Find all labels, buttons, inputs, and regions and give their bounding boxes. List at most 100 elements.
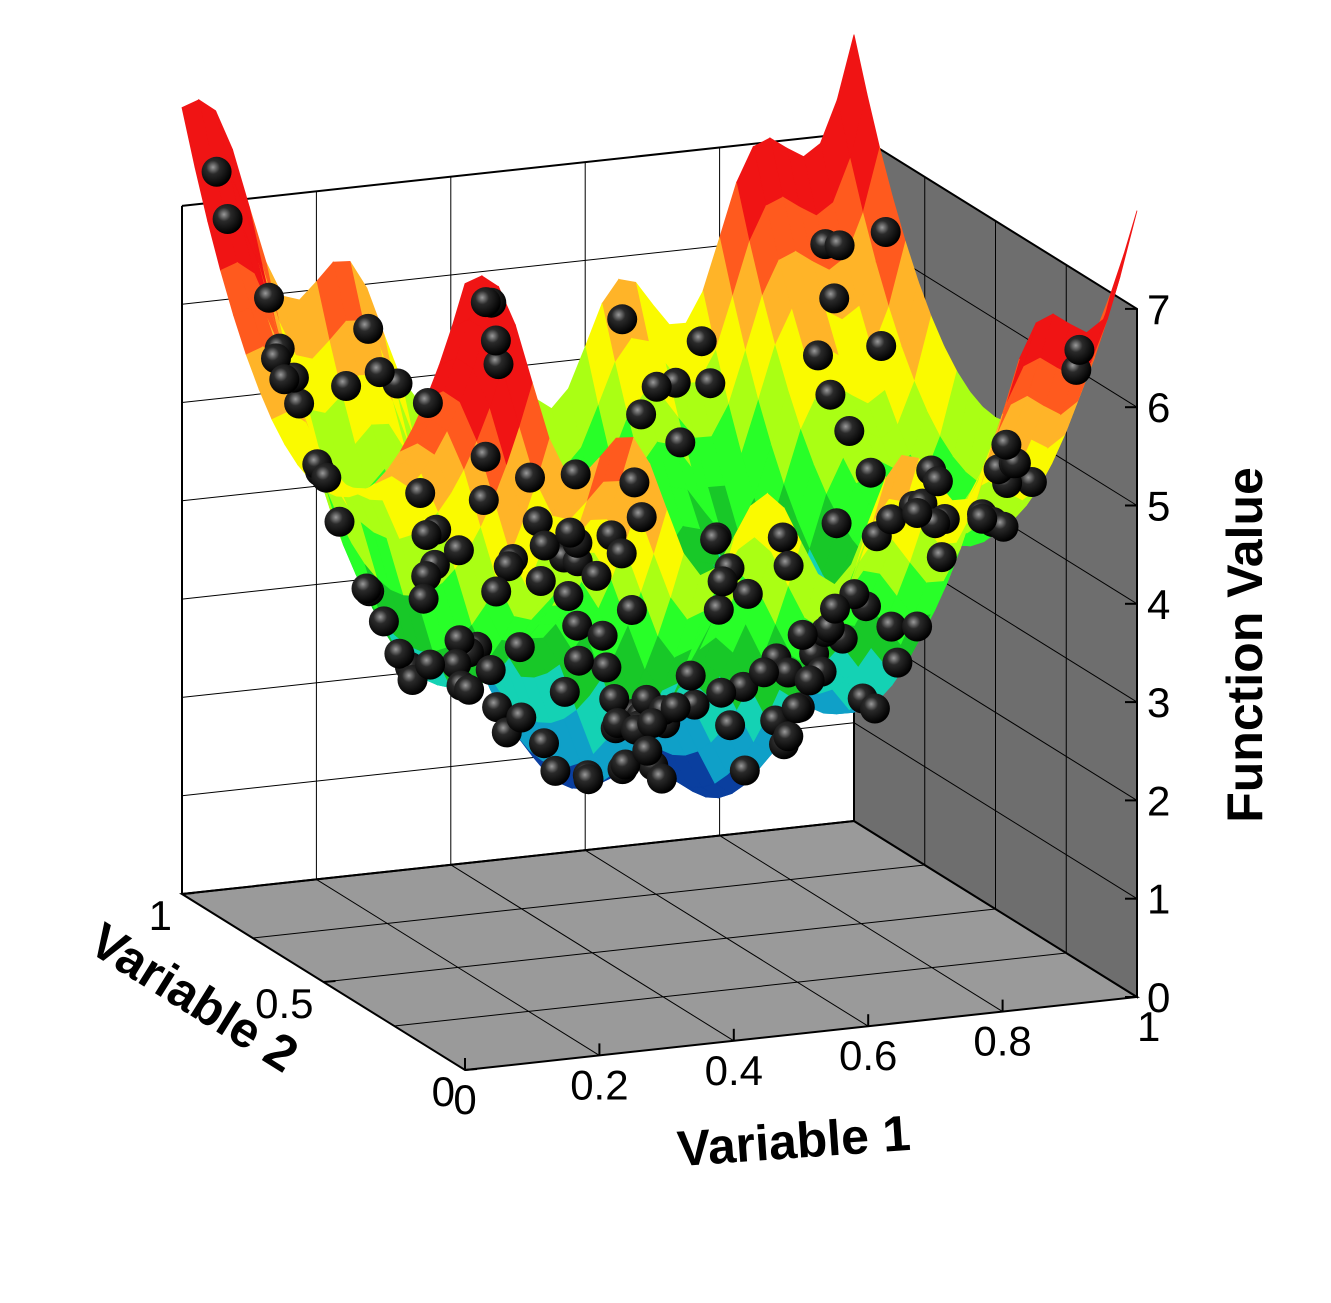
sample-point-sphere	[834, 416, 865, 446]
sample-point-sphere	[686, 326, 717, 357]
sample-point-sphere	[444, 625, 475, 656]
z-tick-label: 2	[1147, 777, 1170, 824]
sample-point-sphere	[573, 764, 604, 795]
sample-point-sphere	[405, 478, 436, 508]
sample-point-sphere	[581, 560, 612, 591]
floor-grid-v2	[394, 952, 1067, 1027]
sample-point-sphere	[522, 506, 553, 537]
sample-point-sphere	[616, 595, 647, 625]
sample-point-sphere	[819, 283, 850, 314]
sample-point-sphere	[560, 459, 591, 490]
x-tick-label: 0.8	[973, 1018, 1031, 1065]
x-tick-label: 0	[453, 1076, 476, 1123]
sample-point-sphere	[587, 620, 618, 651]
sample-point-sphere	[902, 611, 933, 642]
sample-point-sphere	[967, 503, 998, 534]
surface-patch	[451, 275, 483, 328]
y-tick-label: 0	[432, 1068, 455, 1115]
sample-point-sphere	[525, 566, 556, 596]
sample-point-sphere	[902, 498, 933, 528]
x-axis-title: Variable 1	[675, 1105, 912, 1177]
sample-point-sphere	[284, 388, 315, 419]
sample-point-sphere	[506, 702, 537, 733]
sample-point-sphere	[626, 502, 657, 533]
y-tick-label: 1	[149, 892, 172, 939]
sample-point-sphere	[412, 388, 443, 418]
floor-grid-v2	[181, 820, 855, 895]
left-wall-hgrid	[181, 131, 855, 207]
sample-point-sphere	[504, 632, 535, 663]
sample-point-sphere	[482, 692, 513, 723]
sample-point-sphere	[254, 282, 284, 313]
sample-point-sphere	[820, 593, 850, 624]
sample-point-sphere	[201, 156, 232, 187]
sample-point-sphere	[773, 550, 804, 581]
sample-point-sphere	[212, 204, 243, 234]
sample-point-sphere	[665, 427, 696, 458]
z-axis-title: Function Value	[1217, 467, 1273, 823]
z-tick-label: 3	[1147, 679, 1170, 726]
sample-point-sphere	[475, 655, 506, 685]
sample-point-sphere	[368, 606, 399, 637]
z-tick-label: 4	[1147, 581, 1170, 628]
z-tick-label: 6	[1147, 384, 1170, 431]
sample-point-sphere	[411, 561, 442, 592]
sample-point-sphere	[767, 522, 798, 553]
x-tick-label: 1	[1137, 1003, 1160, 1050]
sample-point-sphere	[700, 524, 731, 555]
floor-grid-v2	[464, 996, 1138, 1071]
sample-point-sphere	[773, 721, 804, 752]
sample-point-sphere	[695, 368, 726, 399]
sample-point-sphere	[606, 538, 637, 569]
sample-point-sphere	[922, 466, 953, 497]
sample-point-sphere	[443, 535, 474, 566]
x-tick-label: 0.6	[839, 1032, 897, 1079]
sample-point-sphere	[454, 674, 485, 705]
sample-point-sphere	[732, 578, 763, 609]
sample-point-sphere	[563, 645, 594, 676]
sample-point-sphere	[876, 611, 907, 642]
sample-point-sphere	[483, 349, 514, 380]
y-tick-mark	[181, 892, 195, 895]
sample-point-sphere	[707, 566, 738, 597]
sample-point-sphere	[384, 638, 415, 669]
sample-point-sphere	[269, 364, 300, 395]
sample-points	[201, 156, 1095, 795]
sample-point-sphere	[553, 581, 584, 611]
sample-point-sphere	[641, 371, 672, 402]
sample-point-sphere	[991, 429, 1022, 460]
sample-point-sphere	[311, 462, 342, 493]
sample-point-sphere	[549, 676, 580, 707]
sample-point-sphere	[626, 399, 657, 430]
sample-point-sphere	[599, 684, 630, 714]
sample-point-sphere	[803, 340, 833, 371]
z-tick-label: 5	[1147, 483, 1170, 530]
sample-point-sphere	[729, 755, 760, 786]
sample-point-sphere	[493, 551, 524, 582]
sample-point-sphere	[324, 506, 355, 537]
sample-point-sphere	[540, 755, 571, 786]
sample-point-sphere	[859, 693, 890, 724]
sample-point-sphere	[926, 542, 957, 573]
sample-point-sphere	[515, 462, 545, 493]
sample-point-sphere	[470, 287, 501, 318]
sample-point-sphere	[610, 749, 641, 780]
sample-point-sphere	[468, 485, 499, 515]
sample-point-sphere	[555, 517, 586, 548]
sample-point-sphere	[870, 217, 901, 247]
sample-point-sphere	[882, 647, 913, 678]
y-tick-label: 0.5	[255, 980, 313, 1027]
z-tick-label: 1	[1147, 876, 1170, 923]
x-tick-label: 0.4	[705, 1047, 763, 1094]
sample-point-sphere	[706, 677, 737, 708]
sample-point-sphere	[855, 457, 886, 488]
x-tick-label: 0.2	[570, 1061, 628, 1108]
sample-point-sphere	[675, 660, 706, 691]
sample-point-sphere	[529, 728, 559, 759]
sample-point-sphere	[331, 371, 362, 401]
sample-point-sphere	[529, 530, 560, 561]
sample-point-sphere	[660, 692, 691, 723]
sample-point-sphere	[637, 708, 668, 739]
y-tick-mark	[464, 1068, 478, 1071]
